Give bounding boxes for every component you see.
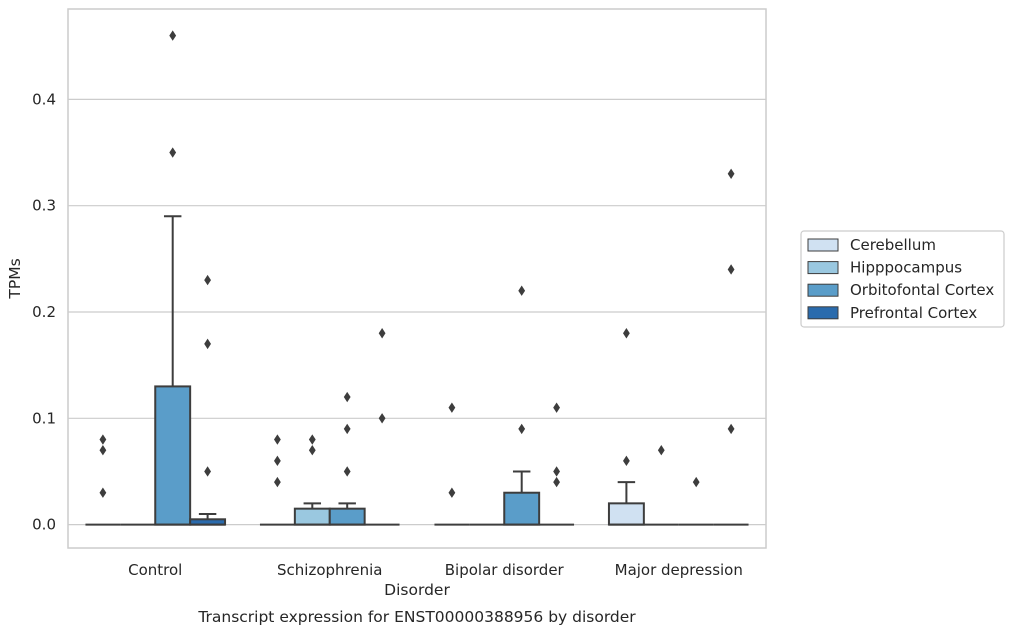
y-tick-label: 0.4 bbox=[32, 90, 56, 108]
x-tick-label: Control bbox=[128, 561, 182, 579]
outlier-point bbox=[274, 476, 281, 488]
outlier-point bbox=[448, 402, 456, 413]
outlier-point bbox=[169, 147, 177, 158]
outlier-point bbox=[204, 466, 211, 477]
box-0-2 bbox=[154, 30, 192, 526]
box-2-2 bbox=[503, 285, 541, 526]
outlier-point bbox=[727, 168, 735, 179]
legend-label: Hipppocampus bbox=[850, 259, 962, 277]
outlier-point bbox=[448, 487, 456, 498]
outlier-point bbox=[343, 466, 351, 477]
outlier-point bbox=[99, 444, 107, 456]
outlier-point bbox=[657, 444, 665, 456]
outlier-point bbox=[553, 476, 560, 488]
outlier-point bbox=[343, 391, 351, 403]
outlier-point bbox=[378, 328, 386, 339]
legend-label: Orbitofontal Cortex bbox=[850, 281, 994, 299]
box-1-2 bbox=[328, 391, 366, 526]
box-1-0 bbox=[259, 434, 295, 526]
outlier-point bbox=[727, 423, 735, 435]
box-3-1 bbox=[643, 444, 679, 526]
x-tick-label: Schizophrenia bbox=[277, 561, 382, 579]
outlier-point bbox=[343, 423, 351, 435]
legend-swatch bbox=[807, 306, 839, 320]
box-0-3 bbox=[189, 274, 227, 526]
outlier-point bbox=[169, 30, 177, 41]
legend-label: Cerebellum bbox=[850, 236, 936, 254]
box-rect bbox=[328, 507, 366, 526]
y-tick-label: 0.3 bbox=[32, 197, 56, 215]
box-1-1 bbox=[293, 434, 331, 526]
box-rect bbox=[503, 491, 541, 526]
outlier-point bbox=[274, 455, 281, 467]
x-tick-label: Bipolar disorder bbox=[445, 561, 565, 579]
x-tick-label: Major depression bbox=[615, 561, 743, 579]
box-rect bbox=[293, 507, 331, 526]
y-tick-label: 0.1 bbox=[32, 409, 56, 427]
outlier-point bbox=[99, 487, 107, 498]
plot-area-frame bbox=[67, 8, 767, 549]
outlier-point bbox=[518, 285, 526, 296]
outlier-point bbox=[308, 444, 316, 456]
boxes-layer bbox=[85, 30, 749, 526]
outlier-point bbox=[553, 466, 560, 477]
box-2-0 bbox=[434, 402, 470, 526]
legend-swatch bbox=[807, 261, 839, 275]
x-tick-labels: Control Schizophrenia Bipolar disorder Majo… bbox=[128, 561, 743, 579]
outlier-point bbox=[518, 423, 526, 435]
legend-item: Orbitofontal Cortex bbox=[807, 281, 994, 299]
box-rect bbox=[154, 385, 192, 526]
y-tick-labels: 0.0 0.1 0.2 0.3 0.4 bbox=[32, 90, 56, 533]
legend-item: Cerebellum bbox=[807, 236, 936, 254]
box-3-2 bbox=[678, 476, 714, 526]
box-1-3 bbox=[364, 328, 400, 526]
outlier-point bbox=[274, 434, 281, 445]
box-0-0 bbox=[85, 434, 121, 526]
legend-item: Hipppocampus bbox=[807, 259, 962, 277]
outlier-point bbox=[99, 434, 107, 445]
outlier-point bbox=[692, 476, 700, 488]
box-2-3 bbox=[539, 402, 575, 526]
outlier-point bbox=[553, 402, 560, 413]
outlier-point bbox=[623, 328, 630, 339]
legend: Cerebellum Hipppocampus Orbitofontal Corte… bbox=[800, 230, 1005, 328]
y-tick-label: 0.2 bbox=[32, 303, 56, 321]
outlier-point bbox=[204, 338, 211, 350]
x-axis-label: Disorder bbox=[384, 581, 450, 599]
legend-frame bbox=[800, 230, 1005, 328]
box-rect bbox=[607, 502, 645, 526]
legend-label: Prefrontal Cortex bbox=[850, 304, 977, 322]
box-3-0 bbox=[607, 328, 645, 526]
outlier-point bbox=[378, 413, 386, 424]
outlier-point bbox=[727, 264, 735, 275]
legend-item: Prefrontal Cortex bbox=[807, 304, 977, 322]
legend-swatch bbox=[807, 238, 839, 252]
y-axis-label: TPMs bbox=[6, 258, 24, 299]
box-3-3 bbox=[713, 168, 749, 526]
y-tick-label: 0.0 bbox=[32, 516, 56, 534]
chart-caption: Transcript expression for ENST0000038895… bbox=[197, 608, 636, 626]
outlier-point bbox=[623, 455, 630, 467]
outlier-point bbox=[308, 434, 316, 445]
legend-swatch bbox=[807, 283, 839, 297]
outlier-point bbox=[204, 274, 211, 286]
